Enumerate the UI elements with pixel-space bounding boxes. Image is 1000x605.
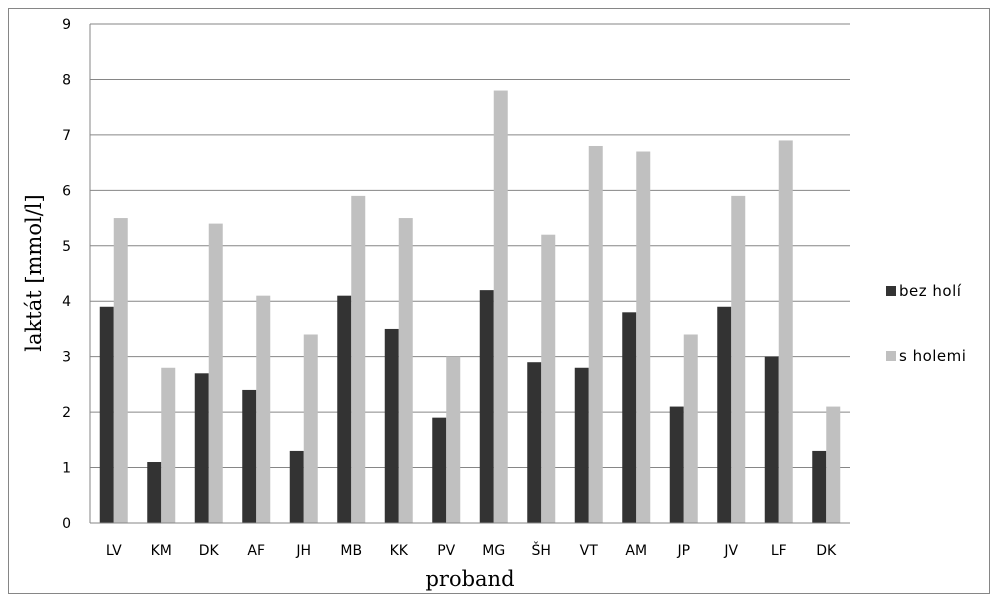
x-axis-title: proband [425,567,514,591]
bar-bez-holi [99,306,114,523]
y-tick-label: 4 [62,294,71,310]
bar-bez-holi [194,373,209,523]
legend-swatch [886,286,896,296]
y-tick-label: 9 [62,17,71,33]
bar-bez-holi [384,328,399,523]
bar-bez-holi [289,450,304,523]
bar-s-holemi [683,334,698,523]
legend-label: bez holí [899,282,962,300]
bar-s-holemi [256,295,271,523]
bar-s-holemi [208,223,223,523]
bars [99,90,841,524]
bar-bez-holi [527,362,542,523]
bar-bez-holi [574,367,589,523]
bar-bez-holi [669,406,684,523]
y-tick-label: 5 [62,239,71,255]
x-tick-label: AM [625,543,647,559]
x-tick-label: DK [199,543,220,559]
bar-bez-holi [479,290,494,523]
bar-bez-holi [764,356,779,523]
x-tick-label: LF [771,543,787,559]
y-tick-label: 3 [62,350,71,366]
bar-bez-holi [242,389,257,523]
bar-s-holemi [541,234,556,523]
bar-bez-holi [337,295,352,523]
x-tick-label: JV [723,543,738,559]
x-tick-label: DK [816,543,837,559]
bar-s-holemi [493,90,508,524]
bar-s-holemi [398,218,413,524]
x-tick-label: LV [106,543,122,559]
legend-label: s holemi [899,347,966,365]
bar-bez-holi [622,312,637,523]
bar-s-holemi [161,367,176,523]
bar-bez-holi [147,462,162,523]
bar-s-holemi [778,140,793,523]
bar-s-holemi [588,145,603,523]
x-tick-label: MB [340,543,362,559]
bar-s-holemi [826,406,841,523]
legend-swatch [886,351,896,361]
y-tick-label: 1 [62,461,71,477]
bar-s-holemi [731,195,746,523]
bar-bez-holi [432,417,447,523]
bar-s-holemi [113,218,128,524]
x-tick-label: AF [247,543,265,559]
legend: bez holí s holemi [886,282,966,365]
bar-s-holemi [636,151,651,523]
bar-bez-holi [717,306,732,523]
bar-s-holemi [303,334,318,523]
x-tick-labels: LV KM DK AF JH MB KK PV MG ŠH VT AM JP JV LF DK [106,541,837,559]
y-tick-labels: 0 1 2 3 4 5 6 7 8 9 [62,17,71,532]
y-axis-title: laktát [mmol/l] [22,194,46,351]
bar-bez-holi [812,450,827,523]
y-tick-label: 6 [62,183,71,199]
x-tick-label: JH [295,543,311,559]
x-tick-label: KM [151,543,172,559]
x-tick-label: MG [482,543,505,559]
y-tick-label: 8 [62,72,71,88]
x-tick-label: KK [390,543,409,559]
x-tick-label: VT [580,543,599,559]
bar-s-holemi [446,356,461,523]
x-tick-label: PV [437,543,455,559]
y-tick-label: 7 [62,128,71,144]
x-tick-label: ŠH [532,541,551,559]
y-tick-label: 2 [62,405,71,421]
x-tick-label: JP [676,543,690,559]
bar-s-holemi [351,195,366,523]
y-tick-label: 0 [62,516,71,532]
